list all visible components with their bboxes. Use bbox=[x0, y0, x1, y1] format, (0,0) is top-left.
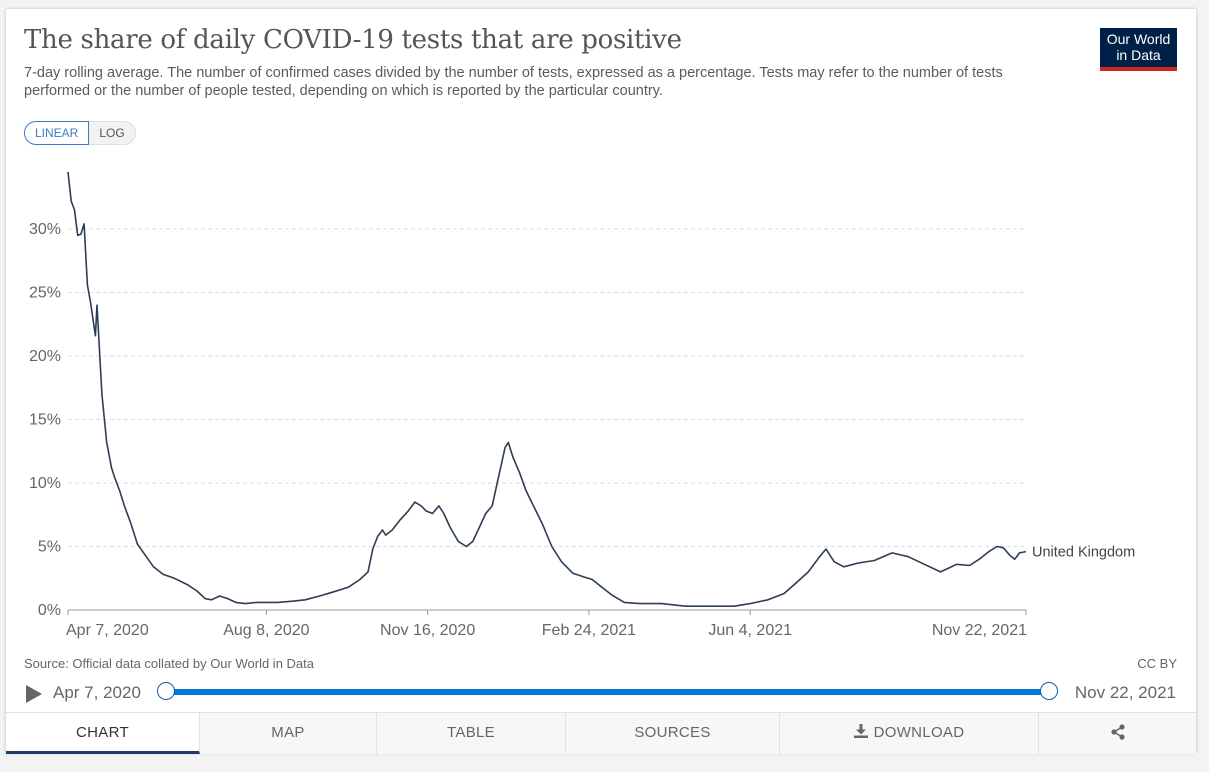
y-tick-label: 20% bbox=[29, 348, 61, 365]
x-tick-label: Aug 8, 2020 bbox=[223, 622, 309, 639]
y-tick-label: 15% bbox=[29, 412, 61, 429]
scale-toggle: LINEAR LOG bbox=[24, 121, 136, 145]
x-tick-label: Apr 7, 2020 bbox=[66, 622, 149, 639]
axes: 0% 5% 10% 15% 20% 25% 30% Apr 7, 2020 Aug 8, 202… bbox=[29, 221, 1027, 639]
source-note: Source: Official data collated by Our Wo… bbox=[24, 656, 314, 671]
tab-sources[interactable]: SOURCES bbox=[566, 713, 780, 754]
y-tick-label: 30% bbox=[29, 221, 61, 238]
x-tick-label: Nov 16, 2020 bbox=[380, 622, 475, 639]
chart-card: The share of daily COVID-19 tests that a… bbox=[6, 9, 1196, 754]
y-tick-label: 0% bbox=[38, 602, 61, 619]
y-tick-label: 25% bbox=[29, 285, 61, 302]
timeline: Apr 7, 2020 Nov 22, 2021 bbox=[24, 680, 1179, 708]
tab-sources-label: SOURCES bbox=[634, 724, 711, 741]
logo-line-1: Our World bbox=[1106, 31, 1171, 47]
series-layer[interactable]: United Kingdom bbox=[67, 171, 1135, 608]
share-icon bbox=[1110, 724, 1125, 740]
timeline-start-label: Apr 7, 2020 bbox=[53, 683, 141, 702]
series-label[interactable]: United Kingdom bbox=[1032, 545, 1135, 561]
linear-scale-button[interactable]: LINEAR bbox=[24, 121, 90, 145]
timeline-track[interactable] bbox=[165, 689, 1049, 695]
timeline-start-handle[interactable] bbox=[157, 682, 175, 700]
series-line-united-kingdom[interactable] bbox=[67, 171, 1027, 608]
y-tick-label: 5% bbox=[38, 539, 61, 556]
play-icon[interactable] bbox=[26, 685, 42, 703]
gridlines bbox=[68, 228, 1026, 547]
logo-line-2: in Data bbox=[1116, 47, 1161, 63]
tab-chart-label: CHART bbox=[76, 724, 129, 741]
x-tick-label: Jun 4, 2021 bbox=[708, 622, 792, 639]
log-scale-button[interactable]: LOG bbox=[89, 121, 136, 145]
tab-share[interactable] bbox=[1039, 713, 1196, 754]
line-chart: 0% 5% 10% 15% 20% 25% 30% Apr 7, 2020 Aug 8, 202… bbox=[29, 171, 1135, 639]
tab-map-label: MAP bbox=[271, 724, 305, 741]
download-icon bbox=[853, 724, 868, 738]
timeline-end-handle[interactable] bbox=[1040, 682, 1058, 700]
tab-table-label: TABLE bbox=[447, 724, 495, 741]
timeline-end-label: Nov 22, 2021 bbox=[1074, 683, 1176, 702]
tab-chart[interactable]: CHART bbox=[6, 713, 200, 754]
tab-bar: CHART MAP TABLE SOURCES DOWNLOAD bbox=[6, 712, 1196, 754]
chart-subtitle: 7-day rolling average. The number of con… bbox=[24, 65, 1003, 99]
tab-table[interactable]: TABLE bbox=[377, 713, 566, 754]
x-tick-label: Nov 22, 2021 bbox=[932, 622, 1027, 639]
tab-download[interactable]: DOWNLOAD bbox=[780, 713, 1039, 754]
x-tick-label: Feb 24, 2021 bbox=[542, 622, 636, 639]
license-link[interactable]: CC BY bbox=[1137, 656, 1177, 671]
owid-logo[interactable]: Our World in Data bbox=[1100, 28, 1177, 71]
tab-map[interactable]: MAP bbox=[200, 713, 377, 754]
y-tick-label: 10% bbox=[29, 475, 61, 492]
chart-title: The share of daily COVID-19 tests that a… bbox=[24, 25, 682, 55]
tab-download-label: DOWNLOAD bbox=[873, 724, 965, 741]
